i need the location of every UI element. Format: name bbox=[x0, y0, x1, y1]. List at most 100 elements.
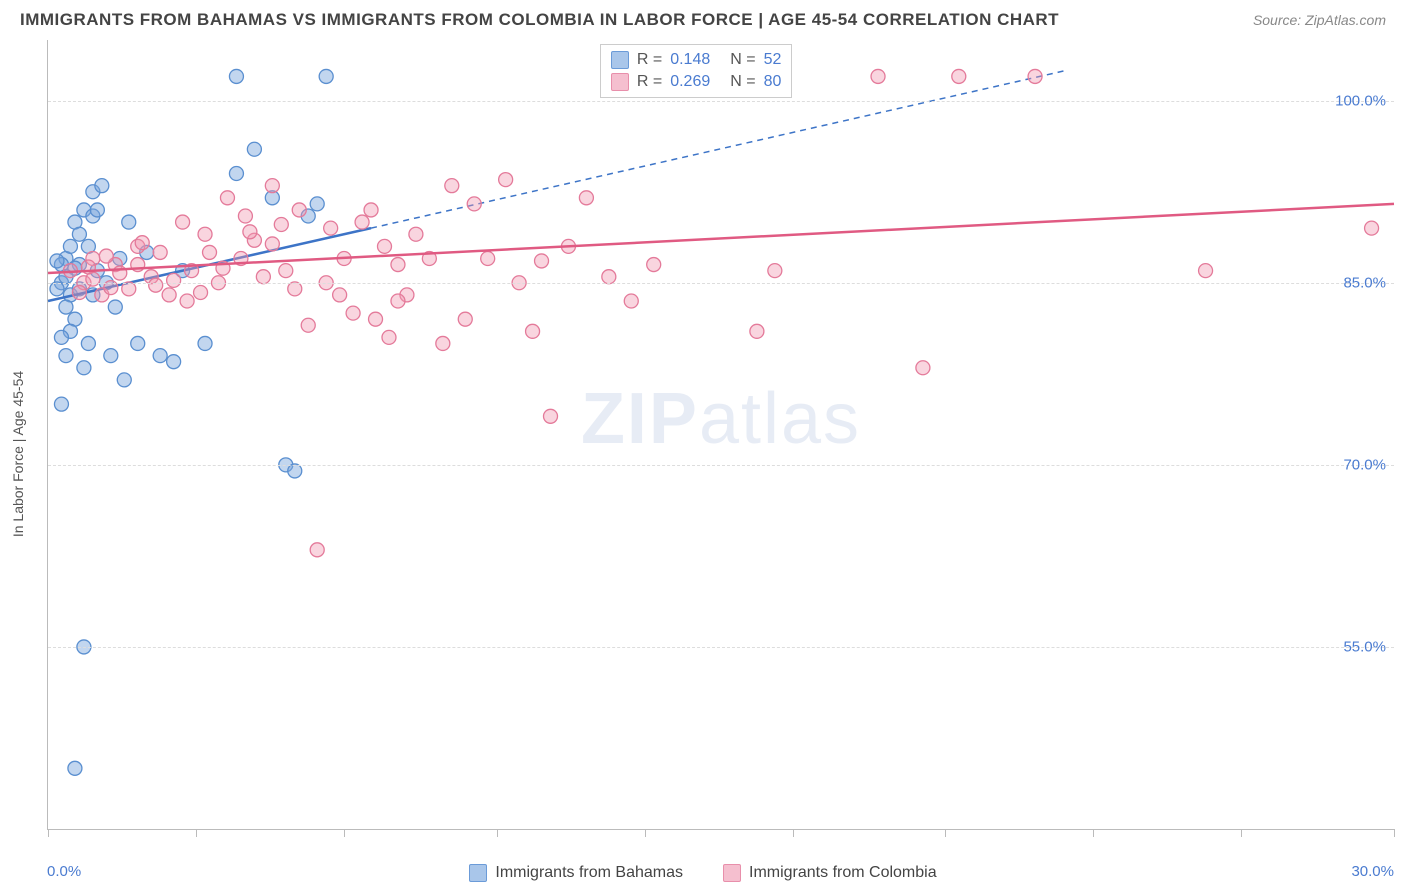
gridline bbox=[48, 283, 1394, 284]
data-point bbox=[265, 237, 279, 251]
legend-r-label: R = bbox=[637, 73, 662, 91]
data-point bbox=[149, 278, 163, 292]
data-point bbox=[355, 215, 369, 229]
data-point bbox=[499, 173, 513, 187]
data-point bbox=[72, 285, 86, 299]
data-point bbox=[301, 318, 315, 332]
data-point bbox=[624, 294, 638, 308]
data-point bbox=[481, 251, 495, 265]
data-point bbox=[95, 179, 109, 193]
data-point bbox=[288, 464, 302, 478]
data-point bbox=[108, 300, 122, 314]
data-point bbox=[265, 179, 279, 193]
y-tick-label: 100.0% bbox=[1335, 92, 1386, 109]
data-point bbox=[99, 249, 113, 263]
data-point bbox=[68, 761, 82, 775]
data-point bbox=[167, 355, 181, 369]
legend-label: Immigrants from Bahamas bbox=[495, 864, 683, 882]
x-tick bbox=[497, 829, 498, 837]
data-point bbox=[467, 197, 481, 211]
data-point bbox=[198, 336, 212, 350]
data-point bbox=[871, 69, 885, 83]
data-point bbox=[346, 306, 360, 320]
y-tick-label: 85.0% bbox=[1343, 274, 1386, 291]
data-point bbox=[1028, 69, 1042, 83]
data-point bbox=[391, 294, 405, 308]
y-tick-label: 55.0% bbox=[1343, 638, 1386, 655]
data-point bbox=[63, 239, 77, 253]
data-point bbox=[445, 179, 459, 193]
data-point bbox=[180, 294, 194, 308]
legend-r-value: 0.269 bbox=[670, 73, 710, 91]
series-legend: Immigrants from Bahamas Immigrants from C… bbox=[0, 864, 1406, 882]
data-point bbox=[122, 282, 136, 296]
data-point bbox=[364, 203, 378, 217]
data-point bbox=[916, 361, 930, 375]
data-point bbox=[81, 336, 95, 350]
data-point bbox=[391, 258, 405, 272]
gridline bbox=[48, 647, 1394, 648]
data-point bbox=[535, 254, 549, 268]
legend-item: Immigrants from Colombia bbox=[723, 864, 937, 882]
data-point bbox=[256, 270, 270, 284]
data-point bbox=[333, 288, 347, 302]
legend-item: Immigrants from Bahamas bbox=[469, 864, 683, 882]
data-point bbox=[131, 336, 145, 350]
data-point bbox=[59, 349, 73, 363]
data-point bbox=[243, 225, 257, 239]
x-tick bbox=[1093, 829, 1094, 837]
legend-n-label: N = bbox=[730, 51, 755, 69]
data-point bbox=[378, 239, 392, 253]
data-point bbox=[104, 349, 118, 363]
data-point bbox=[194, 285, 208, 299]
x-tick bbox=[645, 829, 646, 837]
data-point bbox=[229, 69, 243, 83]
legend-n-label: N = bbox=[730, 73, 755, 91]
data-point bbox=[319, 69, 333, 83]
data-point bbox=[279, 264, 293, 278]
data-point bbox=[579, 191, 593, 205]
legend-r-label: R = bbox=[637, 51, 662, 69]
data-point bbox=[153, 245, 167, 259]
legend-swatch bbox=[469, 864, 487, 882]
data-point bbox=[952, 69, 966, 83]
data-point bbox=[135, 236, 149, 250]
legend-row: R = 0.148 N = 52 bbox=[611, 49, 782, 71]
data-point bbox=[122, 215, 136, 229]
data-point bbox=[274, 218, 288, 232]
gridline bbox=[48, 465, 1394, 466]
data-point bbox=[324, 221, 338, 235]
x-tick bbox=[1241, 829, 1242, 837]
legend-row: R = 0.269 N = 80 bbox=[611, 71, 782, 93]
x-tick bbox=[1394, 829, 1395, 837]
chart-plot-area: ZIPatlas R = 0.148 N = 52 R = 0.269 N = … bbox=[47, 40, 1394, 830]
legend-swatch bbox=[611, 51, 629, 69]
x-tick bbox=[48, 829, 49, 837]
legend-n-value: 52 bbox=[764, 51, 782, 69]
source-credit: Source: ZipAtlas.com bbox=[1253, 12, 1386, 28]
data-point bbox=[162, 288, 176, 302]
data-point bbox=[1365, 221, 1379, 235]
data-point bbox=[436, 336, 450, 350]
legend-swatch bbox=[723, 864, 741, 882]
data-point bbox=[50, 254, 64, 268]
data-point bbox=[647, 258, 661, 272]
legend-n-value: 80 bbox=[764, 73, 782, 91]
y-axis-title: In Labor Force | Age 45-54 bbox=[10, 371, 26, 537]
data-point bbox=[90, 203, 104, 217]
data-point bbox=[544, 409, 558, 423]
data-point bbox=[220, 191, 234, 205]
data-point bbox=[1199, 264, 1213, 278]
data-point bbox=[198, 227, 212, 241]
data-point bbox=[310, 543, 324, 557]
data-point bbox=[72, 227, 86, 241]
data-point bbox=[247, 142, 261, 156]
data-point bbox=[153, 349, 167, 363]
data-point bbox=[59, 300, 73, 314]
data-point bbox=[77, 361, 91, 375]
data-point bbox=[176, 215, 190, 229]
data-point bbox=[310, 197, 324, 211]
correlation-legend: R = 0.148 N = 52 R = 0.269 N = 80 bbox=[600, 44, 793, 98]
data-point bbox=[602, 270, 616, 284]
data-point bbox=[288, 282, 302, 296]
